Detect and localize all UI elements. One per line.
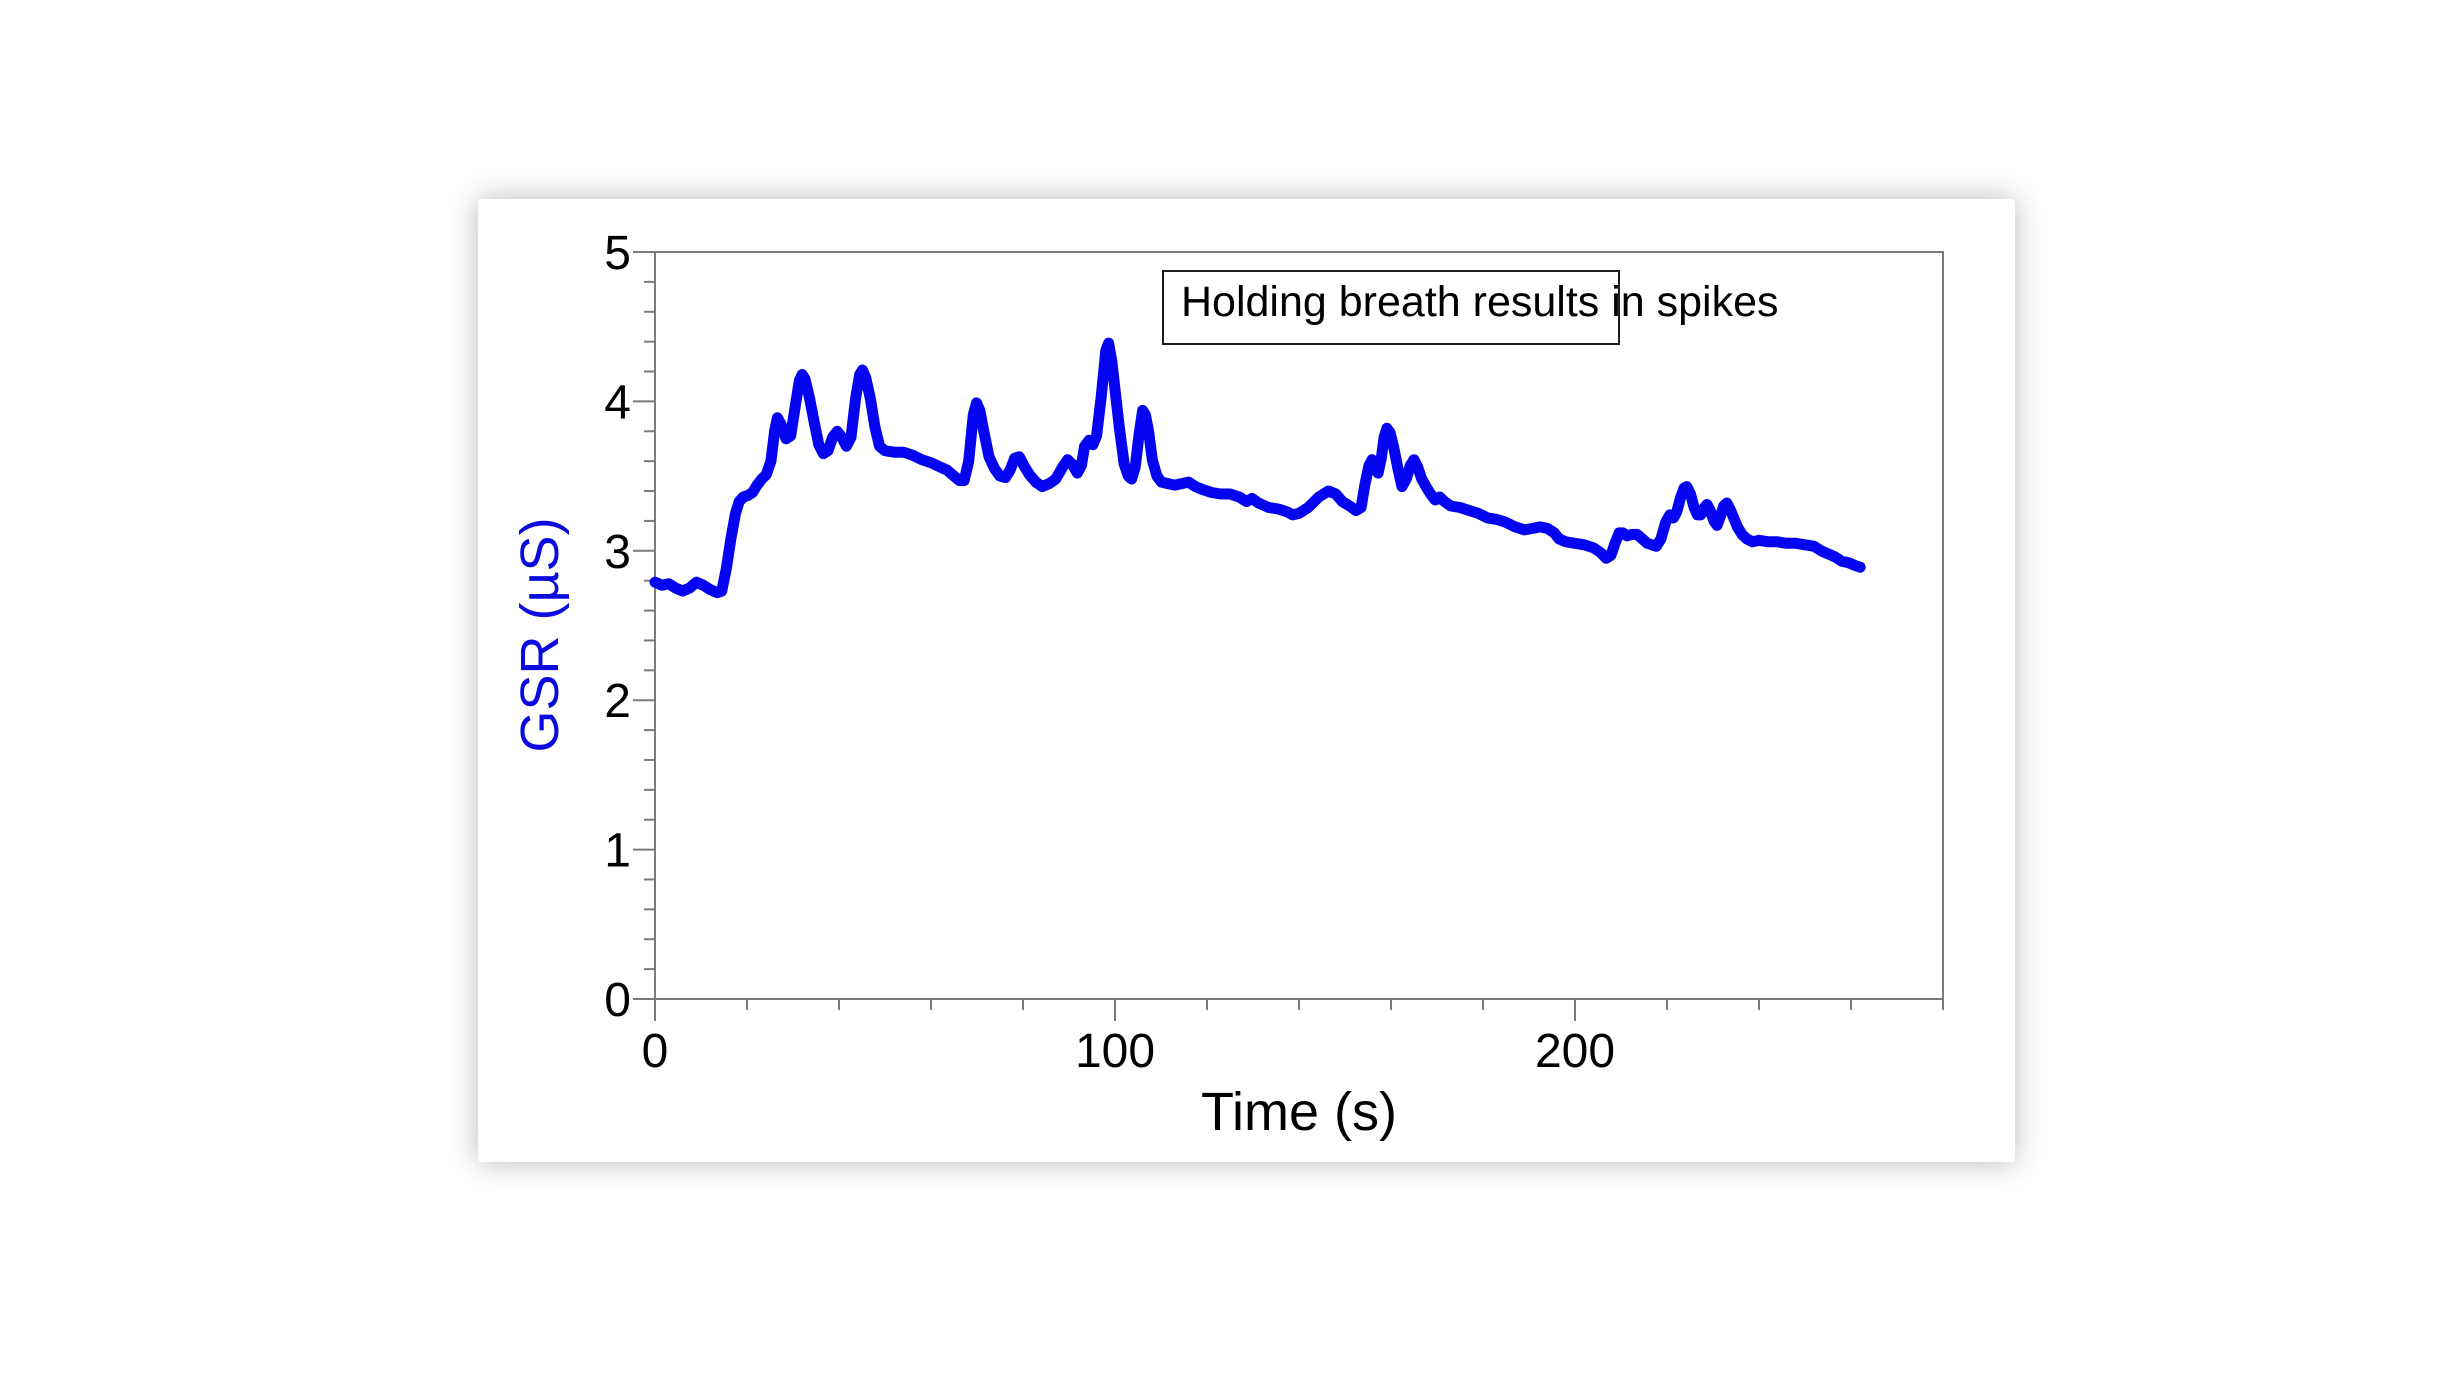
plot-frame — [654, 251, 1944, 1000]
x-tick-label: 0 — [642, 1025, 669, 1078]
y-tick-label: 4 — [604, 376, 631, 429]
y-tick-label: 1 — [604, 825, 631, 878]
chart-panel: 0 1 2 3 4 5 0 100 200 Holding breath results in … — [478, 199, 2015, 1162]
y-tick-label: 3 — [604, 526, 631, 579]
annotation-box: Holding breath results in spikes — [1162, 270, 1779, 345]
gsr-data-line — [649, 337, 1866, 599]
x-axis-title: Time (s) — [1201, 1082, 1397, 1142]
x-tick-label: 100 — [1075, 1025, 1155, 1078]
y-tick-label: 0 — [604, 974, 631, 1027]
x-tick-label: 200 — [1535, 1025, 1615, 1078]
y-tick-label: 5 — [604, 227, 631, 280]
annotation-text: Holding breath results in spikes — [1181, 278, 1779, 326]
gsr-chart-svg: 0 1 2 3 4 5 0 100 200 — [604, 227, 1944, 1078]
y-tick-label: 2 — [604, 675, 631, 728]
y-axis-title: GSR (µS) — [510, 517, 570, 753]
